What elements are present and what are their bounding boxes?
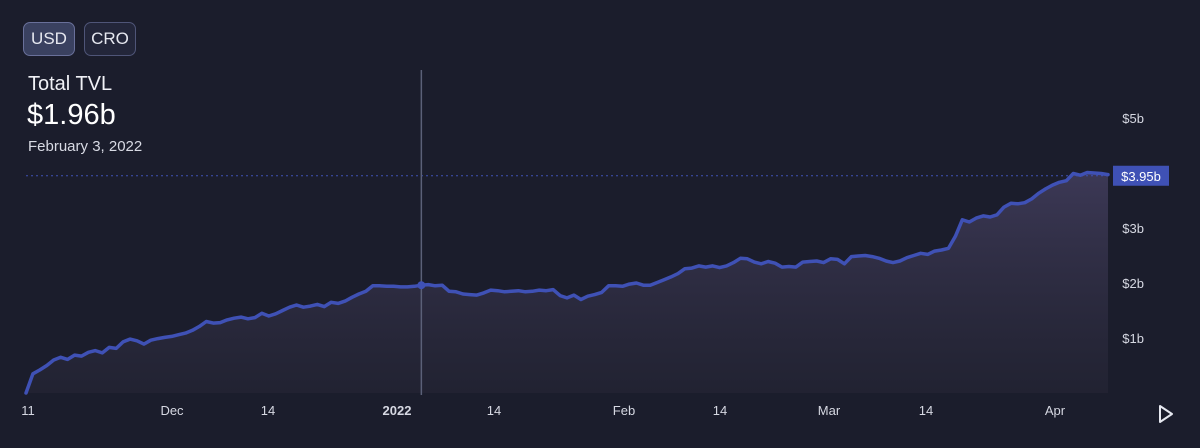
x-tick-label: 14 (713, 403, 727, 418)
selected-date: February 3, 2022 (28, 138, 143, 155)
x-tick-label: 14 (487, 403, 501, 418)
y-tick-label: $1b (1122, 331, 1144, 346)
current-value-label: $3.95b (1121, 169, 1161, 184)
x-tick-label: Apr (1045, 403, 1066, 418)
x-tick-label: Feb (613, 403, 635, 418)
x-tick-label: 11 (21, 403, 35, 418)
crosshair-point (417, 281, 426, 290)
tvl-line (24, 170, 1110, 395)
current-value-badge (1113, 165, 1169, 186)
x-tick-label: Mar (818, 403, 841, 418)
play-icon (1159, 405, 1173, 423)
x-tick-label: 14 (919, 403, 933, 418)
area-fill (26, 172, 1108, 393)
x-tick-label: 2022 (383, 403, 412, 418)
chart-title: Total TVL (28, 73, 113, 95)
cro-toggle-button[interactable]: CRO (84, 22, 136, 56)
x-tick-label: Dec (160, 403, 184, 418)
tvl-value: $1.96b (27, 99, 116, 131)
y-tick-label: $2b (1122, 276, 1144, 291)
x-tick-label: 14 (261, 403, 275, 418)
usd-toggle-button[interactable]: USD (23, 22, 75, 56)
play-button[interactable] (1155, 403, 1177, 425)
y-tick-label: $5b (1122, 111, 1144, 126)
y-tick-label: $3b (1122, 221, 1144, 236)
